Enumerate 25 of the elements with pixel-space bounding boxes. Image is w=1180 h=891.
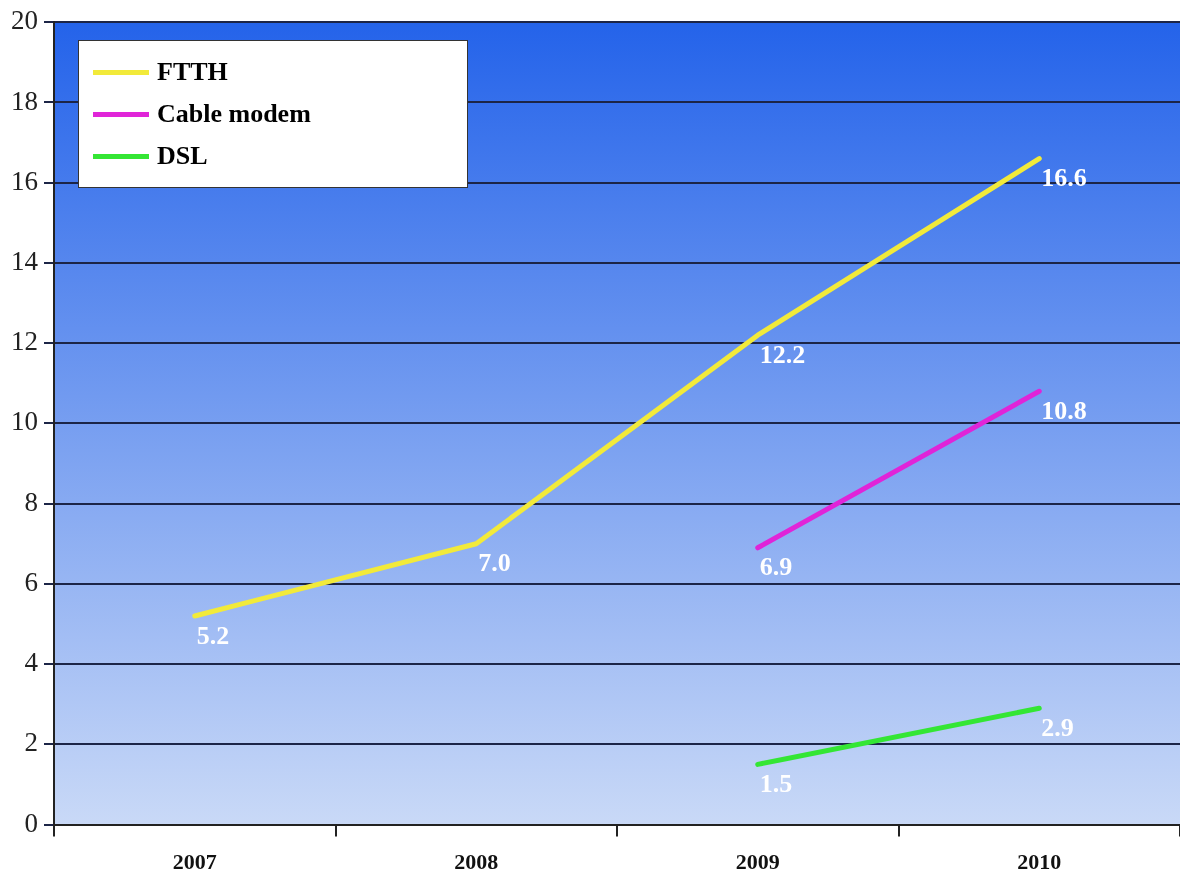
legend-label: FTTH: [157, 56, 228, 89]
y-tick-label: 0: [24, 807, 38, 838]
data-label: 7.0: [478, 548, 511, 578]
y-tick-label: 16: [11, 165, 38, 196]
y-tick-label: 2: [24, 727, 38, 758]
legend-label: DSL: [157, 140, 208, 173]
y-tick-label: 12: [11, 326, 38, 357]
data-label: 10.8: [1041, 396, 1087, 426]
y-tick-label: 20: [11, 5, 38, 36]
y-tick-label: 18: [11, 85, 38, 116]
x-tick-label: 2010: [1017, 849, 1062, 875]
y-tick-label: 4: [24, 647, 39, 678]
data-label: 1.5: [759, 769, 793, 799]
y-tick-label: 14: [11, 246, 39, 277]
legend-label: Cable modem: [157, 98, 311, 131]
y-tick-label: 6: [24, 566, 38, 597]
x-tick-label: 2008: [454, 849, 499, 875]
data-label: 6.9: [759, 552, 793, 582]
y-tick-label: 10: [11, 406, 38, 437]
data-label: 5.2: [196, 620, 230, 650]
data-label: 2.9: [1041, 712, 1074, 742]
y-tick-label: 8: [24, 486, 38, 517]
data-label: 12.2: [759, 339, 806, 369]
x-tick-label: 2007: [172, 849, 217, 875]
x-tick-label: 2009: [735, 849, 780, 875]
